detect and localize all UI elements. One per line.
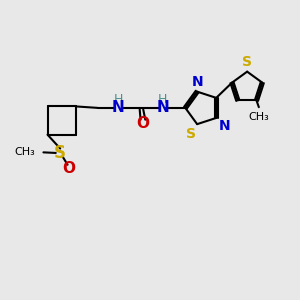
Text: H: H [158, 93, 167, 106]
Text: N: N [156, 100, 169, 116]
Text: N: N [219, 119, 231, 134]
Text: S: S [186, 127, 196, 141]
Text: S: S [54, 144, 66, 162]
Text: S: S [242, 55, 252, 69]
Text: H: H [114, 93, 123, 106]
Text: CH₃: CH₃ [248, 112, 269, 122]
Text: N: N [112, 100, 125, 116]
Text: O: O [136, 116, 149, 131]
Text: O: O [62, 161, 76, 176]
Text: CH₃: CH₃ [14, 147, 35, 158]
Text: N: N [191, 75, 203, 89]
